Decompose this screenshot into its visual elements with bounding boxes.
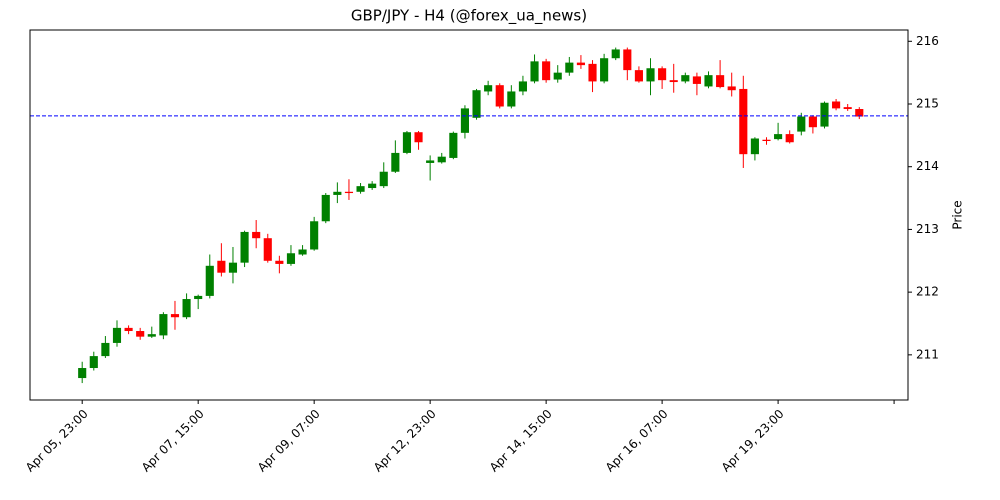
candle-body bbox=[750, 138, 759, 155]
plot-frame bbox=[29, 29, 909, 401]
candle-body bbox=[600, 58, 609, 82]
candle-body bbox=[379, 171, 388, 187]
candle-body bbox=[136, 331, 145, 337]
candle-body bbox=[681, 75, 690, 82]
candle-body bbox=[669, 80, 678, 83]
candle-body bbox=[89, 356, 98, 369]
x-tick-label: Apr 19, 23:00 bbox=[719, 407, 787, 475]
x-tick-label: Apr 12, 23:00 bbox=[371, 407, 439, 475]
candle-body bbox=[495, 85, 504, 107]
candle-body bbox=[530, 61, 539, 82]
candle-body bbox=[310, 221, 319, 250]
candle-body bbox=[820, 102, 829, 127]
candle-body bbox=[286, 253, 296, 264]
candle-body bbox=[658, 68, 667, 81]
candle-body bbox=[252, 231, 261, 239]
candle-body bbox=[553, 72, 562, 80]
candle-body bbox=[275, 260, 284, 264]
candle-body bbox=[646, 68, 655, 82]
candle-body bbox=[762, 139, 771, 141]
candle-body bbox=[333, 191, 342, 195]
candle-body bbox=[843, 107, 852, 110]
y-tick-label: 214 bbox=[916, 159, 939, 173]
candle-body bbox=[147, 334, 156, 337]
candle-body bbox=[240, 231, 249, 263]
candle-body bbox=[832, 101, 841, 109]
candle-body bbox=[611, 49, 620, 59]
candle-body bbox=[739, 88, 748, 155]
candle-body bbox=[205, 265, 214, 296]
candle-body bbox=[298, 249, 307, 255]
y-axis-label: Price bbox=[951, 200, 965, 229]
x-tick-label: Apr 16, 07:00 bbox=[603, 407, 671, 475]
candle-body bbox=[414, 132, 423, 143]
candle-body bbox=[727, 86, 736, 91]
candle-body bbox=[101, 342, 110, 357]
candle-body bbox=[182, 299, 191, 318]
candle-body bbox=[634, 70, 643, 82]
candle-body bbox=[449, 132, 458, 158]
candle-body bbox=[716, 75, 725, 88]
candle-body bbox=[228, 262, 238, 273]
candle-body bbox=[808, 116, 817, 128]
candle-body bbox=[321, 194, 330, 222]
y-tick-label: 216 bbox=[916, 34, 939, 48]
y-tick-label: 212 bbox=[916, 285, 939, 299]
candle-body bbox=[623, 49, 632, 71]
candle-body bbox=[565, 62, 574, 73]
candle-body bbox=[797, 116, 806, 132]
candle-body bbox=[518, 81, 527, 92]
y-tick-label: 211 bbox=[916, 347, 939, 361]
candle-body bbox=[484, 85, 493, 92]
candle-body bbox=[437, 156, 446, 163]
candle-body bbox=[785, 134, 794, 143]
candle-body bbox=[692, 76, 701, 84]
x-tick-label: Apr 14, 15:00 bbox=[487, 407, 555, 475]
candle-body bbox=[356, 186, 365, 192]
candle-body bbox=[78, 368, 87, 379]
candle-body bbox=[112, 327, 122, 343]
x-tick-label: Apr 07, 15:00 bbox=[139, 407, 207, 475]
candle-body bbox=[507, 91, 516, 107]
candle-body bbox=[460, 108, 469, 133]
x-tick-label: Apr 09, 07:00 bbox=[255, 407, 323, 475]
candle-body bbox=[194, 295, 203, 300]
candle-body bbox=[170, 314, 180, 318]
x-tick-label: Apr 05, 23:00 bbox=[23, 407, 91, 475]
candle-body bbox=[472, 90, 481, 118]
candle-body bbox=[774, 134, 783, 140]
candle-body bbox=[542, 61, 551, 81]
candle-body bbox=[391, 152, 400, 172]
candle-body bbox=[576, 62, 585, 66]
candle-body bbox=[159, 314, 168, 336]
candle-body bbox=[704, 75, 713, 87]
candle-body bbox=[426, 160, 435, 163]
candle-body bbox=[217, 260, 226, 273]
candle-body bbox=[855, 109, 864, 117]
y-tick-label: 215 bbox=[916, 97, 939, 111]
candle-body bbox=[263, 238, 272, 261]
candle-body bbox=[344, 191, 354, 194]
chart-title: GBP/JPY - H4 (@forex_ua_news) bbox=[351, 7, 587, 26]
candle-body bbox=[588, 63, 597, 82]
candle-body bbox=[124, 327, 133, 332]
candle-body bbox=[402, 132, 412, 153]
y-tick-label: 213 bbox=[916, 222, 939, 236]
candle-body bbox=[368, 183, 377, 189]
